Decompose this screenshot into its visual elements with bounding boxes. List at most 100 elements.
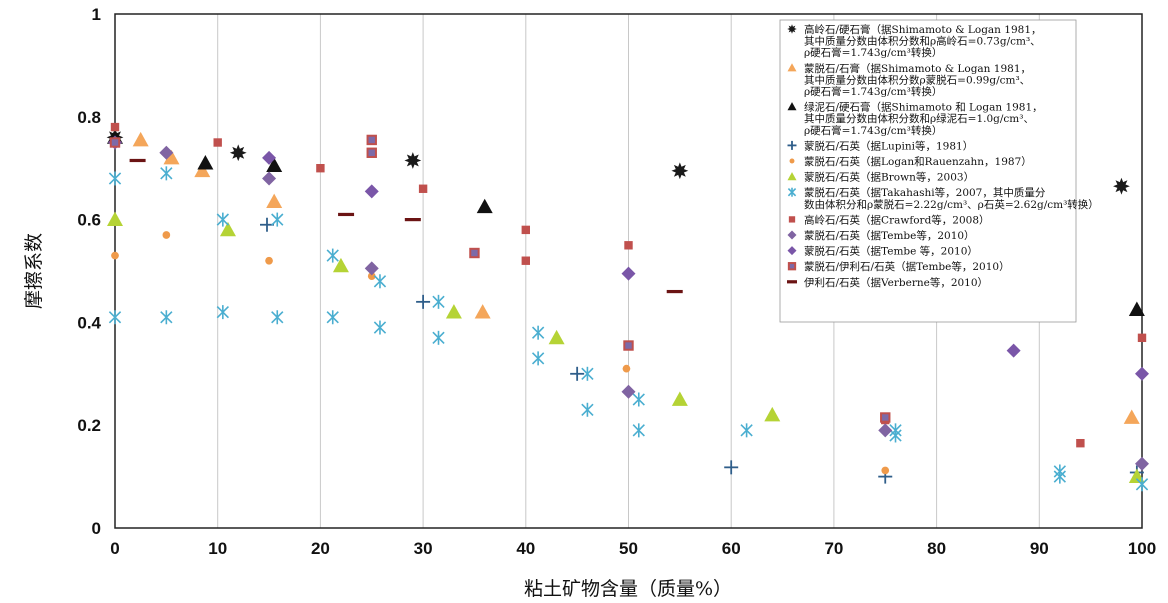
data-point-series-1 bbox=[194, 162, 211, 178]
legend-entry-text: 蒙脱石/石英（据Logan和Rauenzahn，1987） bbox=[804, 155, 1032, 168]
data-point-series-0 bbox=[229, 144, 247, 162]
data-point-series-6 bbox=[1053, 469, 1067, 484]
data-point-series-6 bbox=[632, 392, 645, 407]
legend-entry-text: 绿泥石/硬石膏（据Shimamoto 和 Logan 1981， bbox=[804, 101, 1043, 114]
data-point-series-4 bbox=[622, 364, 631, 373]
data-point-series-5 bbox=[445, 304, 462, 319]
legend-entry-text: 蒙脱石/石英（据Takahashi等，2007，其中质量分 bbox=[804, 186, 1046, 199]
data-point-series-4 bbox=[111, 251, 119, 260]
y-tick-label: 1 bbox=[92, 5, 101, 24]
data-point-series-5 bbox=[671, 391, 688, 406]
data-point-series-1 bbox=[132, 131, 149, 147]
data-point-series-6 bbox=[432, 294, 445, 309]
data-point-series-3 bbox=[416, 294, 431, 309]
legend-marker-1 bbox=[787, 63, 797, 72]
data-point-series-2 bbox=[476, 198, 493, 214]
legend-entry-text: ρ硬石膏=1.743g/cm³转换） bbox=[804, 46, 942, 59]
data-point-series-1 bbox=[163, 149, 180, 165]
legend-marker-5 bbox=[787, 172, 797, 181]
legend-marker-10 bbox=[787, 262, 797, 271]
data-point-series-9 bbox=[1006, 343, 1021, 358]
data-point-series-0 bbox=[1113, 177, 1130, 195]
legend-entry-text: ρ硬石膏=1.743g/cm³转换） bbox=[804, 85, 942, 98]
data-point-series-8 bbox=[262, 171, 277, 186]
data-point-series-6 bbox=[108, 310, 122, 325]
x-tick-label: 60 bbox=[722, 539, 741, 558]
legend-marker-6 bbox=[787, 187, 797, 197]
legend-entry-text: 其中质量分数由体积分数ρ蒙脱石=0.99g/cm³、 bbox=[804, 73, 1030, 86]
legend-entry-text: 蒙脱石/石膏（据Shimamoto & Logan 1981， bbox=[804, 62, 1031, 75]
x-axis-title: 粘土矿物含量（质量%） bbox=[524, 578, 732, 600]
data-point-series-1 bbox=[474, 304, 491, 319]
data-point-series-8 bbox=[1135, 456, 1149, 471]
data-point-series-7 bbox=[110, 122, 120, 132]
legend: 高岭石/硬石膏（据Shimamoto & Logan 1981， 其中质量分数由体… bbox=[779, 19, 1099, 323]
x-tick-label: 0 bbox=[110, 539, 119, 558]
data-point-series-10 bbox=[623, 340, 634, 351]
data-point-series-6 bbox=[326, 310, 339, 325]
data-point-series-6 bbox=[373, 274, 387, 289]
data-point-series-6 bbox=[531, 351, 545, 366]
legend-entry-text: 高岭石/石英（据Crawford等，2008） bbox=[804, 213, 990, 226]
legend-entry-text: 其中质量分数由体积分数和ρ绿泥石=1.0g/cm³、 bbox=[804, 112, 1034, 125]
data-point-series-3 bbox=[570, 366, 585, 381]
data-point-series-6 bbox=[889, 428, 902, 443]
x-tick-label: 30 bbox=[414, 539, 433, 558]
x-tick-label: 100 bbox=[1128, 539, 1156, 558]
y-tick-label: 0 bbox=[92, 519, 101, 538]
data-point-series-6 bbox=[581, 366, 594, 381]
legend-marker-8 bbox=[787, 230, 797, 240]
x-axis-ticks: 0 10 20 30 40 50 60 70 80 90 100 bbox=[110, 539, 1156, 558]
legend-entry-text: 伊利石/石英（据Verberne等，2010） bbox=[804, 276, 988, 289]
data-point-series-7 bbox=[521, 225, 530, 235]
legend-entry-text: 蒙脱石/伊利石/石英（据Tembe等，2010） bbox=[804, 260, 1010, 273]
x-tick-label: 40 bbox=[516, 539, 535, 558]
data-point-series-6 bbox=[326, 248, 339, 263]
data-point-series-10 bbox=[880, 412, 891, 423]
data-point-series-9 bbox=[621, 266, 636, 281]
legend-entry-text: 高岭石/硬石膏（据Shimamoto & Logan 1981， bbox=[804, 23, 1042, 36]
data-point-series-6 bbox=[373, 320, 387, 335]
data-point-series-5 bbox=[107, 211, 123, 226]
data-point-series-6 bbox=[1135, 477, 1149, 492]
data-point-series-7 bbox=[316, 164, 325, 173]
data-point-series-9 bbox=[1135, 366, 1149, 381]
data-point-series-10 bbox=[366, 147, 377, 158]
legend-marker-4 bbox=[789, 158, 795, 164]
data-point-series-5 bbox=[764, 406, 781, 422]
data-point-series-11 bbox=[666, 289, 683, 294]
data-point-series-11 bbox=[338, 212, 355, 217]
legend-marker-0 bbox=[787, 24, 797, 34]
data-point-series-0 bbox=[671, 162, 689, 180]
legend-entry-text: 蒙脱石/石英（据Lupini等，1981） bbox=[804, 139, 973, 152]
legend-marker-7 bbox=[788, 216, 796, 223]
y-axis-ticks: 0 0.2 0.4 0.6 0.8 1 bbox=[77, 5, 101, 538]
data-point-series-2 bbox=[266, 157, 283, 173]
data-point-series-7 bbox=[1137, 333, 1147, 343]
data-point-series-8 bbox=[621, 384, 636, 399]
data-point-series-9 bbox=[262, 150, 277, 165]
data-point-series-11 bbox=[129, 158, 146, 163]
x-tick-label: 90 bbox=[1030, 539, 1049, 558]
data-point-series-6 bbox=[271, 212, 284, 227]
data-point-series-6 bbox=[216, 305, 230, 320]
x-tick-label: 20 bbox=[311, 539, 330, 558]
legend-entry-text: 蒙脱石/石英（据Tembe等，2010） bbox=[804, 229, 975, 242]
legend-marker-11 bbox=[787, 280, 797, 284]
data-point-series-4 bbox=[367, 272, 376, 280]
data-point-series-4 bbox=[881, 466, 890, 475]
y-tick-label: 0.4 bbox=[77, 313, 101, 332]
data-point-series-5 bbox=[332, 257, 349, 273]
data-point-series-2 bbox=[1128, 301, 1145, 316]
legend-entry-text: ρ硬石膏=1.743g/cm³转换） bbox=[804, 124, 942, 137]
data-point-series-2 bbox=[197, 155, 214, 170]
data-point-series-7 bbox=[213, 138, 222, 147]
legend-box bbox=[779, 19, 1077, 323]
data-point-series-6 bbox=[160, 166, 173, 181]
legend-marker-9 bbox=[787, 246, 797, 256]
data-point-series-3 bbox=[724, 460, 739, 475]
legend-entry-text: 蒙脱石/石英（据Brown等，2003） bbox=[804, 171, 974, 184]
data-point-series-5 bbox=[1128, 468, 1145, 483]
data-point-series-1 bbox=[266, 193, 283, 209]
